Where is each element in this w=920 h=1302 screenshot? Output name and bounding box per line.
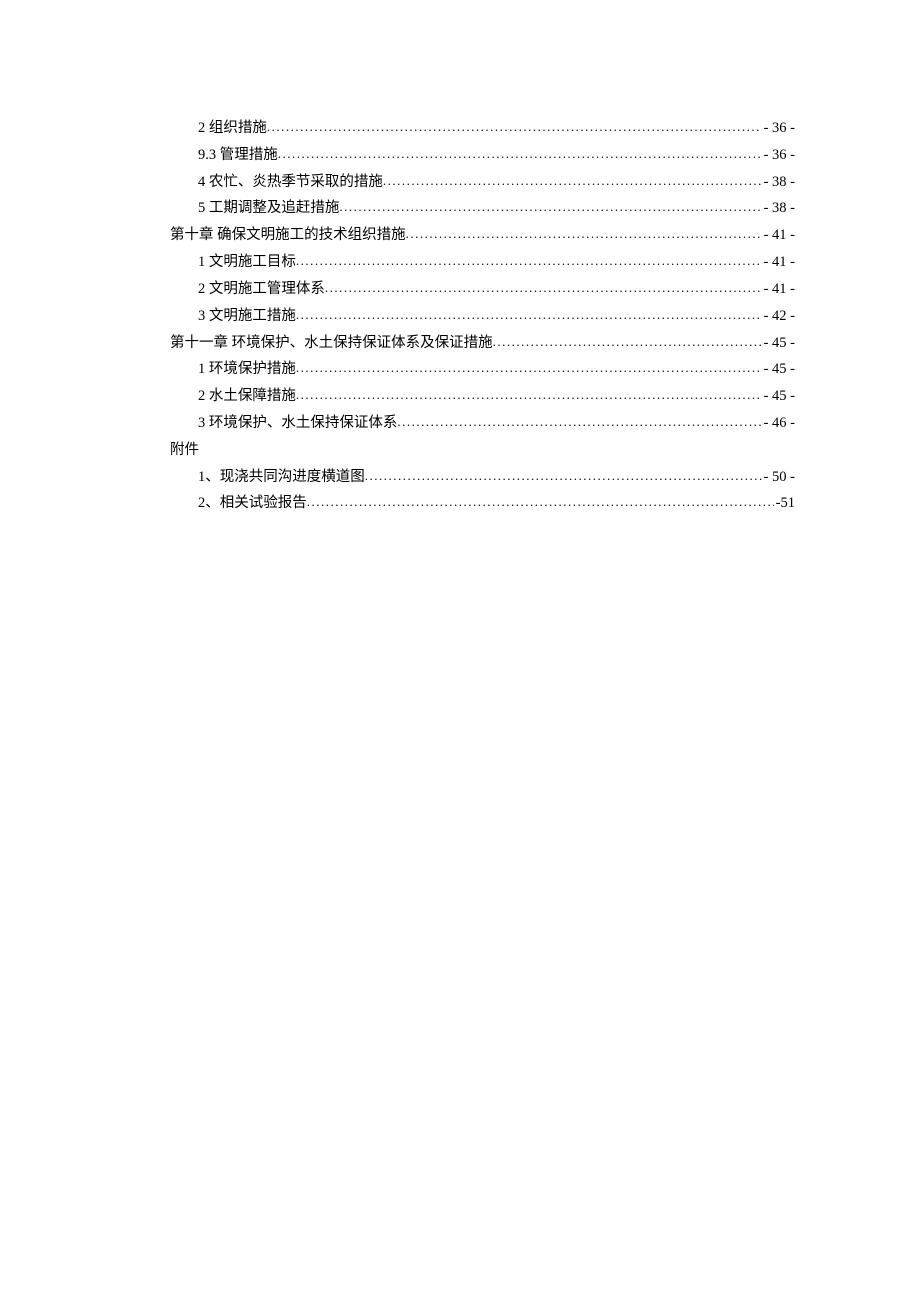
- toc-entry-label: 2、相关试验报告: [198, 490, 307, 517]
- toc-entry-page: - 46 -: [762, 410, 795, 437]
- toc-entry-page: - 45 -: [762, 356, 795, 383]
- toc-entry: 2 文明施工管理体系 - 41 -: [170, 276, 795, 303]
- toc-entry: 4 农忙、炎热季节采取的措施 - 38 -: [170, 169, 795, 196]
- toc-entry-page: - 41 -: [762, 249, 795, 276]
- toc-entry: 2 组织措施 - 36 -: [170, 115, 795, 142]
- toc-entry-label: 9.3 管理措施: [198, 142, 278, 169]
- toc-entry-label: 第十一章 环境保护、水土保持保证体系及保证措施: [170, 330, 493, 357]
- toc-leader-dots: [296, 249, 762, 273]
- toc-leader-dots: [296, 356, 762, 380]
- toc-leader-dots: [267, 115, 762, 139]
- toc-entry-page: - 42 -: [762, 303, 795, 330]
- toc-leader-dots: [383, 169, 762, 193]
- toc-entry: 第十章 确保文明施工的技术组织措施 - 41 -: [170, 222, 795, 249]
- table-of-contents: 2 组织措施- 36 -9.3 管理措施- 36 -4 农忙、炎热季节采取的措施…: [170, 115, 795, 517]
- toc-entry-page: -51: [774, 490, 795, 517]
- toc-entry-page: - 36 -: [762, 115, 795, 142]
- toc-entry: 2、相关试验报告 -51: [170, 490, 795, 517]
- toc-entry-page: - 41 -: [762, 276, 795, 303]
- toc-entry-label: 第十章 确保文明施工的技术组织措施: [170, 222, 406, 249]
- toc-leader-dots: [307, 490, 774, 514]
- toc-leader-dots: [365, 464, 762, 488]
- toc-entry-page: - 45 -: [762, 330, 795, 357]
- toc-entry-page: - 50 -: [762, 464, 795, 491]
- toc-entry-page: - 38 -: [762, 169, 795, 196]
- toc-entry: 3 环境保护、水土保持保证体系 - 46 -: [170, 410, 795, 437]
- toc-leader-dots: [296, 303, 762, 327]
- toc-leader-dots: [325, 276, 762, 300]
- toc-entry: 5 工期调整及追赶措施 - 38 -: [170, 195, 795, 222]
- toc-entry-label: 4 农忙、炎热季节采取的措施: [198, 169, 383, 196]
- toc-leader-dots: [296, 383, 762, 407]
- toc-entry: 第十一章 环境保护、水土保持保证体系及保证措施 - 45 -: [170, 330, 795, 357]
- toc-entry-page: - 36 -: [762, 142, 795, 169]
- toc-entry-label: 附件: [170, 437, 199, 464]
- toc-entry-label: 2 水土保障措施: [198, 383, 296, 410]
- toc-leader-dots: [406, 222, 762, 246]
- toc-entry-label: 3 环境保护、水土保持保证体系: [198, 410, 397, 437]
- document-page: 2 组织措施- 36 -9.3 管理措施- 36 -4 农忙、炎热季节采取的措施…: [0, 0, 920, 517]
- toc-leader-dots: [278, 142, 762, 166]
- toc-entry: 1、现浇共同沟进度横道图 - 50 -: [170, 464, 795, 491]
- toc-entry-label: 3 文明施工措施: [198, 303, 296, 330]
- toc-entry-page: - 45 -: [762, 383, 795, 410]
- toc-entry: 附件: [170, 437, 795, 464]
- toc-entry: 1 文明施工目标 - 41 -: [170, 249, 795, 276]
- toc-entry-label: 1 环境保护措施: [198, 356, 296, 383]
- toc-leader-dots: [493, 330, 762, 354]
- toc-leader-dots: [397, 410, 761, 434]
- toc-entry-label: 2 文明施工管理体系: [198, 276, 325, 303]
- toc-entry: 3 文明施工措施 - 42 -: [170, 303, 795, 330]
- toc-entry: 1 环境保护措施 - 45 -: [170, 356, 795, 383]
- toc-entry-page: - 38 -: [762, 195, 795, 222]
- toc-entry-page: - 41 -: [762, 222, 795, 249]
- toc-leader-dots: [339, 195, 761, 219]
- toc-entry-label: 5 工期调整及追赶措施: [198, 195, 339, 222]
- toc-entry-label: 2 组织措施: [198, 115, 267, 142]
- toc-entry: 9.3 管理措施 - 36 -: [170, 142, 795, 169]
- toc-entry-label: 1、现浇共同沟进度横道图: [198, 464, 365, 491]
- toc-entry: 2 水土保障措施 - 45 -: [170, 383, 795, 410]
- toc-entry-label: 1 文明施工目标: [198, 249, 296, 276]
